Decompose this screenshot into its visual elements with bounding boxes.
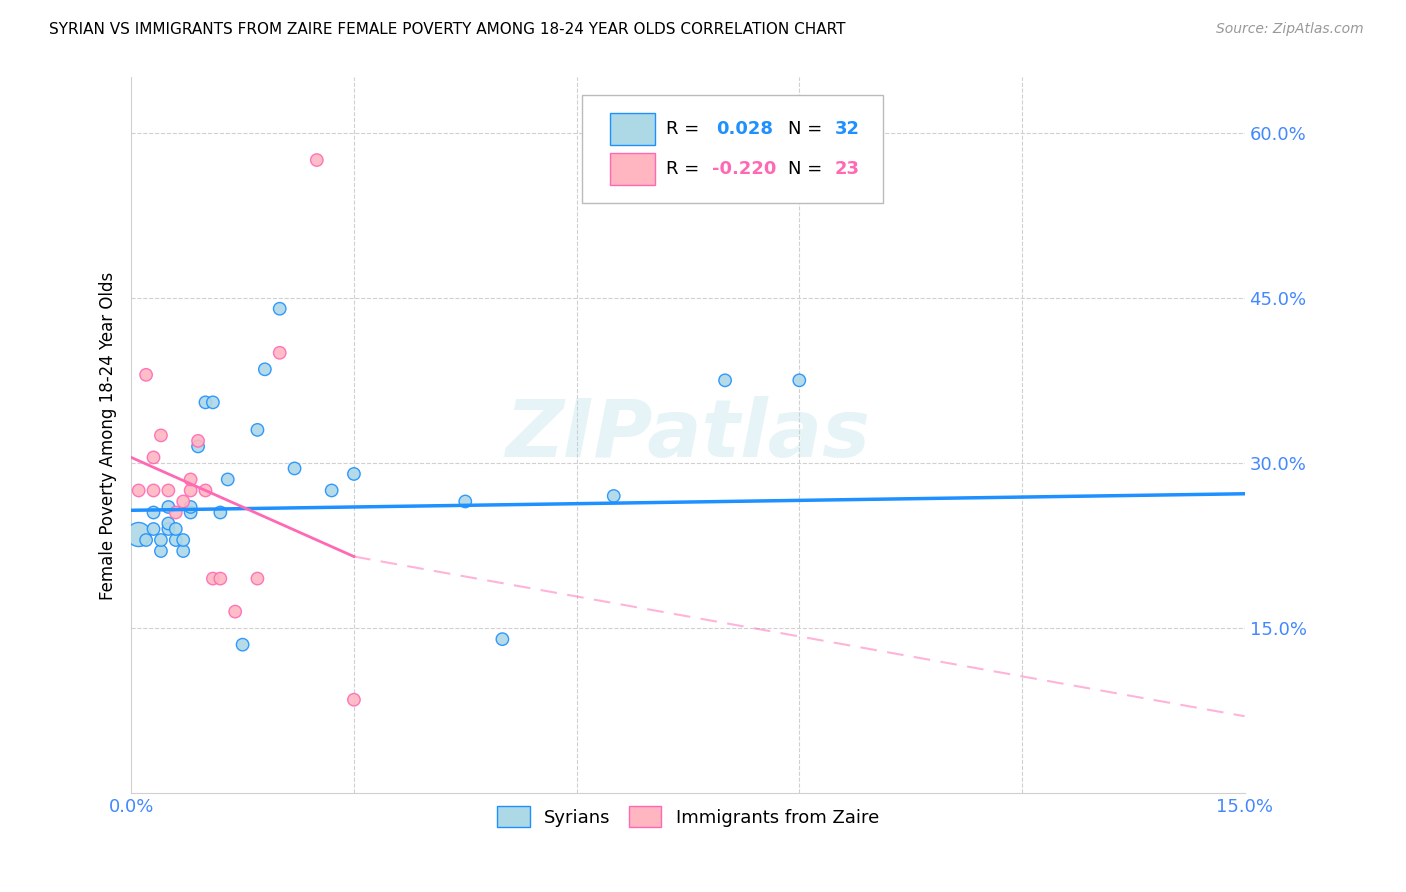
Text: N =: N =	[789, 160, 828, 178]
Point	[209, 506, 232, 520]
Point	[180, 506, 202, 520]
Point	[142, 450, 165, 465]
Point	[165, 533, 187, 547]
FancyBboxPatch shape	[582, 95, 883, 202]
Point	[187, 434, 209, 448]
Point	[157, 522, 180, 536]
Point	[149, 428, 172, 442]
Point	[454, 494, 477, 508]
Point	[787, 373, 810, 387]
Text: Source: ZipAtlas.com: Source: ZipAtlas.com	[1216, 22, 1364, 37]
Point	[201, 572, 224, 586]
Text: ZIPatlas: ZIPatlas	[505, 396, 870, 475]
Point	[269, 301, 291, 316]
Point	[165, 522, 187, 536]
Point	[305, 153, 328, 167]
Point	[283, 461, 305, 475]
Point	[232, 638, 254, 652]
Point	[217, 473, 239, 487]
Point	[142, 506, 165, 520]
Text: 23: 23	[835, 160, 860, 178]
Point	[603, 489, 626, 503]
Text: N =: N =	[789, 120, 828, 138]
Point	[253, 362, 276, 376]
Text: SYRIAN VS IMMIGRANTS FROM ZAIRE FEMALE POVERTY AMONG 18-24 YEAR OLDS CORRELATION: SYRIAN VS IMMIGRANTS FROM ZAIRE FEMALE P…	[49, 22, 846, 37]
Text: -0.220: -0.220	[713, 160, 778, 178]
Point	[343, 467, 366, 481]
Point	[135, 533, 157, 547]
Point	[714, 373, 737, 387]
Point	[201, 395, 224, 409]
Point	[491, 632, 513, 647]
Point	[180, 500, 202, 514]
Point	[321, 483, 343, 498]
Point	[224, 605, 246, 619]
Point	[157, 500, 180, 514]
Point	[180, 473, 202, 487]
Point	[157, 483, 180, 498]
Point	[128, 527, 150, 541]
Point	[246, 572, 269, 586]
Point	[142, 483, 165, 498]
Point	[172, 494, 194, 508]
Legend: Syrians, Immigrants from Zaire: Syrians, Immigrants from Zaire	[489, 799, 886, 834]
Point	[187, 439, 209, 453]
Point	[246, 423, 269, 437]
Point	[172, 544, 194, 558]
FancyBboxPatch shape	[610, 113, 655, 145]
Point	[180, 483, 202, 498]
Text: R =: R =	[665, 160, 704, 178]
Point	[149, 544, 172, 558]
Point	[194, 483, 217, 498]
Text: R =: R =	[665, 120, 710, 138]
Point	[135, 368, 157, 382]
Point	[269, 346, 291, 360]
Point	[165, 506, 187, 520]
Text: 0.028: 0.028	[716, 120, 773, 138]
Point	[343, 692, 366, 706]
Point	[194, 395, 217, 409]
Point	[209, 572, 232, 586]
Point	[149, 533, 172, 547]
Point	[128, 483, 150, 498]
Text: 32: 32	[835, 120, 860, 138]
Point	[142, 522, 165, 536]
Point	[157, 516, 180, 531]
Point	[172, 533, 194, 547]
FancyBboxPatch shape	[610, 153, 655, 185]
Y-axis label: Female Poverty Among 18-24 Year Olds: Female Poverty Among 18-24 Year Olds	[100, 271, 117, 599]
